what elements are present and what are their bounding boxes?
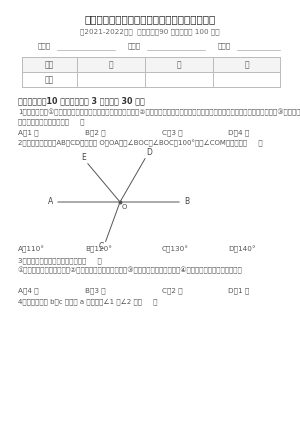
Text: C: C <box>98 243 104 251</box>
Text: 4．如图，直线 b、c 被直线 a 所截，则∠1 与∠2 是（     ）: 4．如图，直线 b、c 被直线 a 所截，则∠1 与∠2 是（ ） <box>18 298 158 305</box>
Text: 三: 三 <box>245 60 249 69</box>
Text: B: B <box>184 198 189 206</box>
Text: ①全等三角形的周长相等；②全等三角形的对应角相等；③全等三角形的面积相等；④面积相等的两个三角形全等。: ①全等三角形的周长相等；②全等三角形的对应角相等；③全等三角形的面积相等；④面积… <box>18 267 243 274</box>
Text: C．130°: C．130° <box>162 246 189 253</box>
Text: B．3 个: B．3 个 <box>85 287 106 293</box>
Text: A: A <box>48 198 53 206</box>
Text: E: E <box>81 153 86 162</box>
Text: B．2 个: B．2 个 <box>85 129 106 136</box>
Text: A．1 个: A．1 个 <box>18 129 39 136</box>
Text: D．1 个: D．1 个 <box>228 287 249 293</box>
Text: A．4 个: A．4 个 <box>18 287 39 293</box>
Text: 得分: 得分 <box>45 75 54 84</box>
Text: 1．下列命题：①平面内，垂直于同一条直线的两条直线平行；②经过直线外一点，有且只有一条直线与这条直线平行，这条线段最短；③同旁内角互补，: 1．下列命题：①平面内，垂直于同一条直线的两条直线平行；②经过直线外一点，有且只… <box>18 109 300 116</box>
Text: 其中，正确命题的个数有（     ）: 其中，正确命题的个数有（ ） <box>18 118 85 125</box>
Text: 班级：: 班级： <box>38 42 51 49</box>
Bar <box>22 57 280 72</box>
Text: （2021-2022学年  考试时间：90 分钟；总分 100 分）: （2021-2022学年 考试时间：90 分钟；总分 100 分） <box>80 28 220 35</box>
Text: 总分：: 总分： <box>218 42 231 49</box>
Text: 2．如图，已知直线AB，CD相交于点 O，OA平分∠BOC，∠BOC＝100°，则∠COM的度数是（     ）: 2．如图，已知直线AB，CD相交于点 O，OA平分∠BOC，∠BOC＝100°，… <box>18 140 262 147</box>
Text: 3．下列命题中，真命题的个数是（     ）: 3．下列命题中，真命题的个数是（ ） <box>18 257 102 264</box>
Text: C．2 个: C．2 个 <box>162 287 183 293</box>
Text: 姓名：: 姓名： <box>128 42 141 49</box>
Text: C．3 个: C．3 个 <box>162 129 183 136</box>
Text: D．140°: D．140° <box>228 246 256 253</box>
Text: 七年级数学下册第五章相交线与平行线章节训练: 七年级数学下册第五章相交线与平行线章节训练 <box>84 14 216 24</box>
Text: B．120°: B．120° <box>85 246 112 253</box>
Text: 二: 二 <box>177 60 181 69</box>
Text: 一: 一 <box>109 60 113 69</box>
Text: 一、单选题（10 小题，每小题 3 分，共计 30 分）: 一、单选题（10 小题，每小题 3 分，共计 30 分） <box>18 96 145 105</box>
Text: A．110°: A．110° <box>18 246 45 253</box>
Text: 题号: 题号 <box>45 60 54 69</box>
Text: D: D <box>146 148 152 157</box>
Text: O: O <box>122 204 128 210</box>
Text: D．4 个: D．4 个 <box>228 129 249 136</box>
